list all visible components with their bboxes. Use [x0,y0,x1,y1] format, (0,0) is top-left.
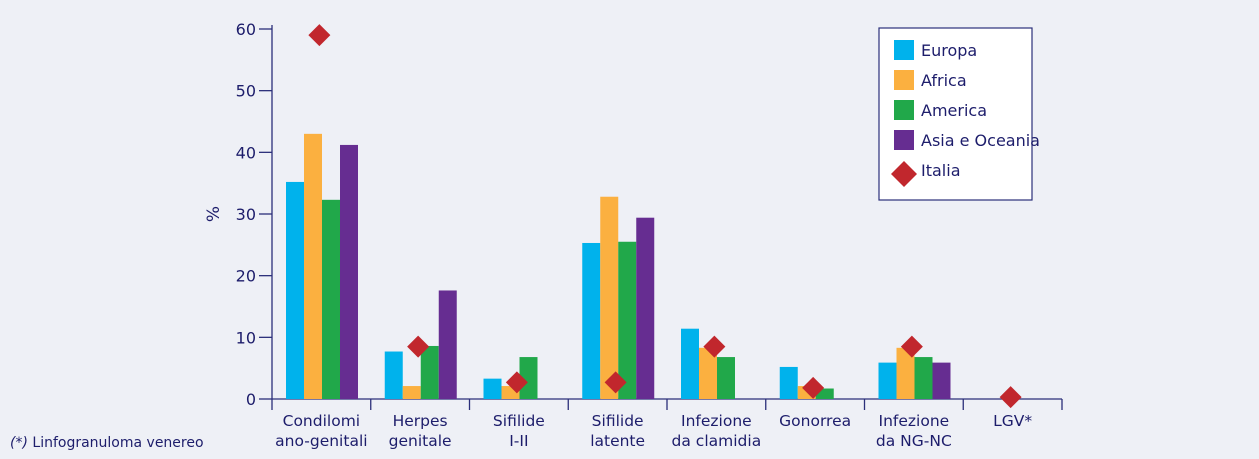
category-label-gonorrea: Gonorrea [779,412,851,430]
bar-europa-condilomi-ano-genitali [286,181,304,399]
bar-europa-sifilide-i-ii [483,378,502,399]
y-tick-label-20: 20 [236,267,256,286]
bar-america-herpes-genitale [420,345,439,399]
footnote-text: Linfogranuloma venereo [28,435,204,451]
category-label-infezione-da-ng-nc: Infezione da NG-NC [876,412,952,450]
bar-europa-infezione-da-ng-nc [878,362,897,399]
bar-america-condilomi-ano-genitali [322,199,340,399]
marker-italia-infezione-da-clamidia [703,335,726,358]
y-tick-label-10: 10 [236,328,256,347]
category-label-lgv: LGV* [993,412,1032,430]
y-tick-label-50: 50 [236,82,256,101]
bar-america-sifilide-i-ii [519,357,538,399]
category-label-herpes-genitale: Herpes genitale [389,412,452,450]
legend-label-asia-e-oceania: Asia e Oceania [921,131,1040,150]
legend-label-italia: Italia [921,161,961,180]
marker-italia-sifilide-latente [604,371,627,394]
bar-america-infezione-da-ng-nc [914,357,933,399]
bar-america-gonorrea [815,388,834,399]
footnote-mark: (*) [10,435,28,451]
bar-africa-infezione-da-ng-nc [896,347,915,399]
marker-italia-infezione-da-ng-nc [900,335,923,358]
marker-italia-sifilide-i-ii [505,371,528,394]
y-tick-label-60: 60 [236,20,256,39]
marker-italia-lgv [999,386,1022,409]
marker-italia-condilomi-ano-genitali [308,24,331,47]
axes: 0 10 20 30 40 50 60 Condilomi ano-genitali Herpes… [236,20,1063,450]
y-axis-label: % [204,206,224,222]
footnote: (*) Linfogranuloma venereo [10,435,204,451]
legend-swatch-asia-e-oceania [894,130,914,150]
category-label-infezione-da-clamidia: Infezione da clamidia [672,412,762,450]
legend-swatch-europa [894,40,914,60]
legend-label-africa: Africa [921,71,967,90]
legend-swatch-america [894,100,914,120]
bar-europa-infezione-da-clamidia [681,328,699,399]
bar-asia-e-oceania-infezione-da-ng-nc [932,362,951,399]
y-tick-label-0: 0 [246,390,256,409]
legend-label-america: America [921,101,987,120]
legend-label-europa: Europa [921,41,977,60]
bar-africa-infezione-da-clamidia [699,347,717,399]
bar-asia-e-oceania-sifilide-latente [636,217,655,399]
bar-africa-sifilide-latente [600,196,619,399]
bars [286,133,951,400]
y-tick-label-40: 40 [236,143,256,162]
bar-europa-sifilide-latente [582,242,601,399]
italia-markers [308,24,1022,409]
bar-europa-herpes-genitale [384,351,403,399]
category-label-sifilide-latente: Sifilide latente [590,412,645,450]
bar-africa-condilomi-ano-genitali [304,133,322,400]
category-label-sifilide-i-ii: Sifilide I-II [493,412,545,450]
bar-asia-e-oceania-herpes-genitale [438,290,457,399]
bar-africa-herpes-genitale [402,386,421,399]
bar-europa-gonorrea [779,366,798,399]
y-tick-label-30: 30 [236,205,256,224]
category-label-condilomi-ano-genitali: Condilomi ano-genitali [275,412,367,450]
bar-america-sifilide-latente [618,241,637,399]
legend-swatch-africa [894,70,914,90]
legend: Europa Africa America Asia e Oceania Italia [878,27,1040,201]
marker-italia-herpes-genitale [407,335,430,358]
marker-italia-gonorrea [802,376,825,399]
legend-swatch-italia [891,161,917,187]
bar-america-infezione-da-clamidia [717,357,735,399]
bar-asia-e-oceania-condilomi-ano-genitali [340,144,358,399]
